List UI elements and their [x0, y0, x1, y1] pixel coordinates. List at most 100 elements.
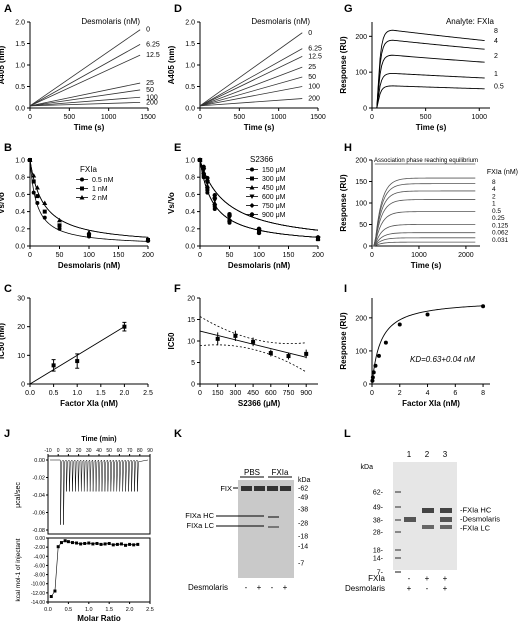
x-axis-label: Desmolaris (nM) [58, 261, 121, 270]
y-tick-label: 0.0 [185, 106, 195, 113]
y-axis-label: Response (RU) [339, 36, 348, 94]
data-point [212, 193, 217, 198]
gel-band [440, 508, 452, 513]
x-axis-label: Molar Ratio [77, 614, 121, 623]
legend-label: 600 μM [262, 194, 286, 201]
legend-title: Desmolaris (nM) [81, 17, 140, 26]
x-tick-label: 1500 [140, 114, 156, 121]
x-axis-label: Time (s) [411, 261, 442, 270]
band-label: -FXIa LC [460, 524, 491, 533]
x-tick-label: 500 [420, 114, 432, 121]
data-point [31, 190, 36, 195]
series-line [372, 39, 485, 109]
top-tick-label: 50 [106, 448, 112, 454]
data-point [42, 200, 48, 205]
fit-curve [199, 159, 319, 238]
data-point [70, 541, 74, 545]
gel-band [241, 486, 252, 491]
data-point [59, 541, 63, 545]
x-tick-label: 1500 [310, 114, 326, 121]
panel-letter: B [4, 142, 12, 154]
data-point [111, 543, 115, 547]
series-line [372, 54, 485, 109]
data-point [370, 375, 375, 380]
y-tick-label: 0.8 [185, 175, 195, 182]
data-point [49, 595, 53, 599]
y-tick-label: 0.4 [15, 209, 25, 216]
top-tick-label: 0 [57, 448, 60, 454]
y-tick-label: 2.0 [185, 20, 195, 27]
x-tick-label: 50 [226, 252, 234, 259]
x-axis-label: Time (s) [416, 123, 447, 132]
series-label: 8 [494, 28, 498, 35]
data-point [304, 351, 309, 356]
series-label: 1 [492, 201, 496, 208]
x-tick-label: 0 [28, 252, 32, 259]
legend-label: 0.5 nM [92, 177, 114, 184]
x-tick-label: 2.0 [126, 607, 134, 613]
x-tick-label: 750 [283, 390, 295, 397]
legend-label: 150 μM [262, 167, 286, 174]
gel-band [422, 525, 434, 529]
legend-label: 900 μM [262, 212, 286, 219]
y-tick-label: 200 [355, 158, 367, 165]
ladder-band [395, 571, 401, 573]
series-line [199, 48, 303, 107]
data-point [201, 172, 206, 177]
x-axis-label: Time (s) [74, 123, 105, 132]
series-line [199, 76, 303, 107]
top-tick-label: 40 [96, 448, 102, 454]
y-tick-label: 0.6 [185, 192, 195, 199]
series-label: 8 [492, 179, 496, 186]
panel-letter: A [4, 3, 12, 15]
series-line [372, 190, 476, 247]
x-tick-label: 100 [253, 252, 265, 259]
top-tick-label: 20 [76, 448, 82, 454]
y-tick-label: -0.06 [32, 511, 45, 517]
series-line [199, 98, 303, 107]
data-point [212, 207, 217, 212]
ladder-band [395, 491, 401, 493]
y-axis-label: A405 (nm) [0, 45, 6, 84]
data-point [227, 211, 232, 217]
x-tick-label: 4 [426, 390, 430, 397]
marker-label: 28- [373, 530, 384, 537]
y-tick-label: 1.0 [185, 158, 195, 165]
series-label: 2 [494, 53, 498, 60]
y-tick-label: 0 [363, 244, 367, 251]
lane-sign: + [443, 584, 448, 593]
x-tick-label: 150 [212, 390, 224, 397]
y-tick-label: 1.0 [15, 158, 25, 165]
panel-letter: H [344, 142, 352, 154]
series-label: 100 [308, 84, 320, 91]
data-point [250, 176, 254, 181]
y-tick-label: 100 [355, 70, 367, 77]
series-label: 6.25 [146, 41, 160, 48]
y-tick-label: -8.00 [34, 573, 46, 579]
y-tick-label: 100 [355, 348, 367, 355]
x-tick-label: 450 [247, 390, 259, 397]
lane-sign: - [426, 584, 429, 593]
x-tick-label: 0 [370, 252, 374, 259]
data-point [205, 187, 210, 192]
data-point [122, 324, 127, 329]
y-tick-label: -0.04 [32, 493, 45, 499]
x-tick-label: 1.0 [72, 390, 82, 397]
data-point [250, 167, 254, 172]
series-line [199, 86, 303, 107]
gel-image [393, 462, 457, 570]
data-point [35, 194, 40, 199]
x-tick-label: 500 [233, 114, 245, 121]
gel-band [254, 486, 265, 491]
x-tick-label: 0 [370, 114, 374, 121]
y-axis-label: kcal mol-1 of injectant [15, 538, 22, 601]
top-tick-label: 10 [66, 448, 72, 454]
panel-C: 0.0 0.5 1.0 1.5 2.0 2.5 0 10 20 30 Factor XIa (nM)… [0, 296, 153, 409]
series-label: 12.5 [308, 53, 322, 60]
panel-letter: J [4, 428, 10, 440]
data-point [249, 203, 255, 208]
data-point [119, 542, 123, 546]
row-label: FXIa [368, 574, 385, 583]
x-tick-label: 1.5 [96, 390, 106, 397]
